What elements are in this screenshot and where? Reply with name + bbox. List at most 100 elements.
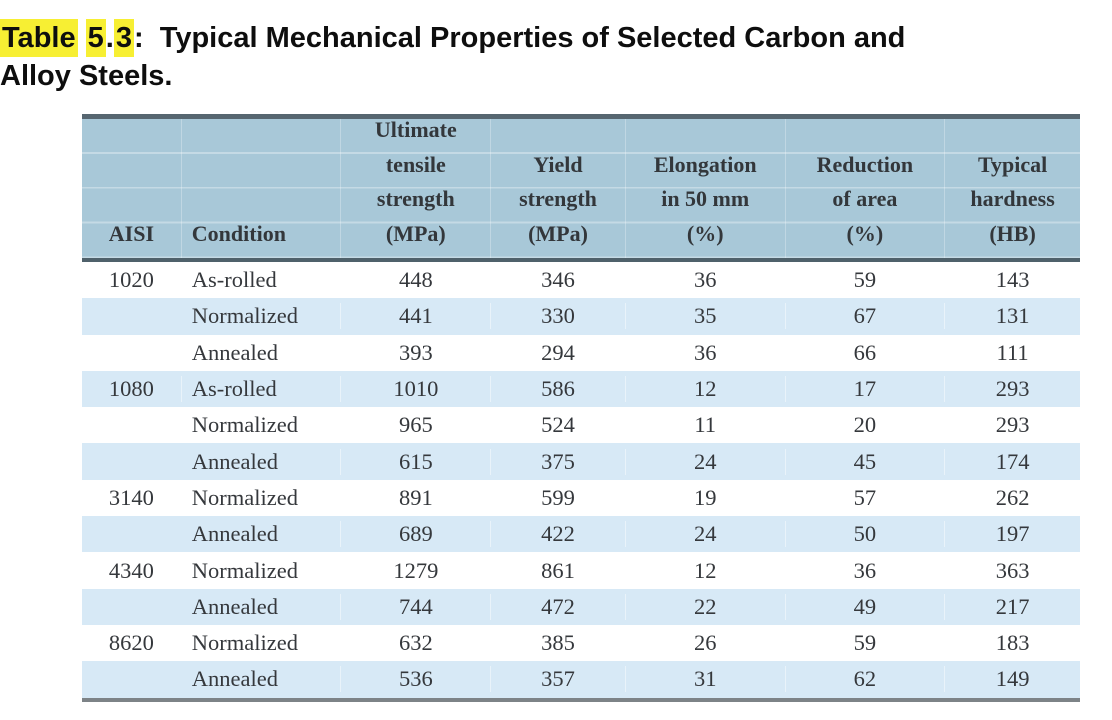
table-row: 8620 Normalized 632 385 26 59 183 (82, 625, 1080, 661)
column-header-line: of area (832, 186, 898, 212)
mechanical-properties-table: AISI Condition Ultimate tensile strength (MPa… (82, 114, 1080, 702)
cell-yield: 346 (491, 267, 626, 294)
table-header-row: AISI Condition Ultimate tensile strength (MPa… (82, 117, 1080, 262)
cell-hardness: 293 (995, 412, 1030, 438)
caption-line: Alloy Steels. (0, 57, 1112, 95)
caption-text: Alloy Steels. (0, 60, 173, 93)
table-row: 1080 As-rolled 1010 586 12 17 293 (82, 370, 1080, 408)
cell-condition: Normalized (182, 412, 342, 439)
cell-elongation: 36 (626, 267, 786, 294)
column-header-aisi: AISI (82, 119, 182, 258)
cell-elongation: 31 (626, 666, 786, 693)
cell-condition: Annealed (182, 593, 342, 620)
column-header-line: tensile (385, 151, 446, 177)
cell-reduction: 67 (786, 303, 946, 330)
cell-reduction: 66 (786, 339, 946, 366)
cell-yield: 524 (491, 412, 626, 439)
cell-uts: 393 (341, 339, 492, 366)
cell-yield: 375 (491, 448, 626, 475)
table-row: Annealed 393 294 36 66 111 (82, 335, 1080, 371)
cell-condition: As-rolled (182, 267, 342, 294)
cell-reduction: 36 (786, 557, 946, 584)
column-header-line: Typical (977, 151, 1048, 177)
table-row: Annealed 689 422 24 50 197 (82, 516, 1080, 553)
cell-aisi: 3140 (82, 484, 182, 511)
cell-condition: Annealed (182, 666, 342, 693)
cell-condition: Normalized (182, 630, 342, 657)
cell-aisi: 8620 (82, 630, 182, 657)
cell-hardness: 131 (995, 303, 1030, 329)
cell-reduction: 20 (786, 412, 946, 439)
cell-elongation: 36 (626, 339, 786, 366)
column-header-line: strength (519, 186, 597, 212)
caption-text: : (134, 22, 160, 55)
column-header-line: strength (376, 186, 455, 212)
column-header-reduction: Reduction of area (%) (786, 119, 946, 258)
caption-text: . (105, 22, 114, 55)
table-row: 1020 As-rolled 448 346 36 59 143 (82, 262, 1080, 298)
column-header-line: Reduction (816, 151, 914, 177)
column-header-line: in 50 mm (661, 186, 750, 212)
cell-uts: 1279 (341, 557, 492, 584)
cell-reduction: 59 (786, 630, 946, 657)
table-row: Normalized 441 330 35 67 131 (82, 298, 1080, 335)
cell-hardness: 262 (995, 484, 1030, 510)
table-body: 1020 As-rolled 448 346 36 59 143 Normalized 441 3… (82, 262, 1080, 698)
cell-hardness: 111 (996, 339, 1029, 365)
column-header-elongation: Elongation in 50 mm (%) (626, 119, 786, 258)
cell-condition: Normalized (182, 557, 342, 584)
column-header-line: (%) (686, 220, 724, 246)
cell-uts: 689 (341, 521, 492, 548)
cell-condition: Annealed (182, 448, 342, 475)
cell-uts: 632 (341, 630, 492, 657)
cell-elongation: 11 (626, 412, 786, 439)
cell-reduction: 62 (786, 666, 946, 693)
cell-uts: 965 (341, 412, 492, 439)
cell-yield: 599 (491, 484, 626, 511)
cell-uts: 615 (341, 448, 492, 475)
cell-aisi: 1020 (82, 267, 182, 294)
cell-reduction: 50 (786, 521, 946, 548)
cell-uts: 536 (341, 666, 492, 693)
cell-elongation: 19 (626, 484, 786, 511)
cell-uts: 891 (341, 484, 492, 511)
cell-elongation: 22 (626, 593, 786, 620)
cell-elongation: 12 (626, 376, 786, 403)
cell-condition: Annealed (182, 339, 342, 366)
cell-hardness: 174 (995, 448, 1030, 474)
cell-yield: 422 (491, 521, 626, 548)
cell-yield: 385 (491, 630, 626, 657)
column-header-line: Condition (191, 220, 286, 246)
table-bottom-rule (82, 697, 1080, 702)
table-row: 3140 Normalized 891 599 19 57 262 (82, 480, 1080, 516)
column-header-line: (MPa) (385, 220, 446, 246)
column-header-line: (MPa) (528, 220, 588, 246)
cell-condition: Annealed (182, 521, 342, 548)
cell-yield: 294 (491, 339, 626, 366)
cell-hardness: 293 (995, 376, 1030, 402)
table-row: Normalized 965 524 11 20 293 (82, 407, 1080, 443)
cell-elongation: 26 (626, 630, 786, 657)
cell-reduction: 17 (786, 376, 946, 403)
column-header-line: Ultimate (374, 117, 457, 143)
cell-yield: 861 (491, 557, 626, 584)
column-header-line: Yield (533, 151, 583, 177)
table-top-rule (82, 114, 1080, 119)
table-row: Annealed 744 472 22 49 217 (82, 588, 1080, 625)
column-header-uts: Ultimate tensile strength (MPa) (341, 117, 492, 258)
column-header-hardness: Typical hardness (HB) (945, 119, 1080, 258)
cell-reduction: 45 (786, 448, 946, 475)
column-header-yield: Yield strength (MPa) (491, 119, 626, 258)
column-header-line: (HB) (989, 220, 1036, 246)
cell-elongation: 24 (626, 448, 786, 475)
cell-aisi: 4340 (82, 557, 182, 584)
caption-highlighted-text: Table (0, 19, 78, 58)
cell-uts: 441 (341, 303, 492, 330)
cell-reduction: 49 (786, 593, 946, 620)
caption-line: Table 5.3: Typical Mechanical Properties… (0, 19, 1112, 58)
cell-yield: 357 (491, 666, 626, 693)
cell-yield: 586 (491, 376, 626, 403)
cell-uts: 1010 (341, 376, 492, 403)
column-header-condition: Condition (182, 119, 342, 258)
table-row: 4340 Normalized 1279 861 12 36 363 (82, 552, 1080, 588)
